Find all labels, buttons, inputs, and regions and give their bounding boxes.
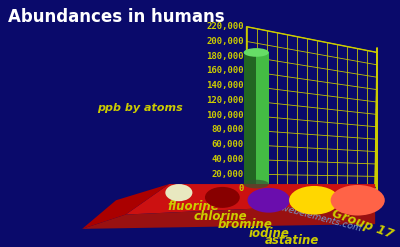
- Ellipse shape: [248, 188, 290, 213]
- Polygon shape: [82, 203, 375, 229]
- Polygon shape: [126, 184, 375, 215]
- Ellipse shape: [165, 184, 192, 201]
- Polygon shape: [82, 184, 169, 229]
- Ellipse shape: [331, 185, 385, 216]
- Polygon shape: [256, 52, 269, 184]
- Ellipse shape: [244, 48, 269, 57]
- Text: 220,000: 220,000: [206, 22, 244, 31]
- Text: 60,000: 60,000: [211, 140, 244, 149]
- Text: 160,000: 160,000: [206, 66, 244, 75]
- Text: chlorine: chlorine: [194, 210, 247, 223]
- Text: ppb by atoms: ppb by atoms: [97, 103, 183, 113]
- Text: 0: 0: [238, 184, 244, 193]
- Text: 140,000: 140,000: [206, 81, 244, 90]
- Text: Abundances in humans: Abundances in humans: [8, 8, 224, 26]
- Text: www.webelements.com: www.webelements.com: [257, 197, 362, 234]
- Text: Group 17: Group 17: [330, 207, 395, 241]
- Text: bromine: bromine: [218, 218, 273, 231]
- Ellipse shape: [244, 180, 269, 188]
- Text: fluorine: fluorine: [168, 200, 219, 213]
- Polygon shape: [244, 52, 256, 184]
- Text: 200,000: 200,000: [206, 37, 244, 46]
- Ellipse shape: [205, 187, 240, 208]
- Text: 20,000: 20,000: [211, 170, 244, 179]
- Ellipse shape: [289, 186, 339, 215]
- Text: 100,000: 100,000: [206, 111, 244, 120]
- Text: 120,000: 120,000: [206, 96, 244, 105]
- Text: iodine: iodine: [248, 227, 289, 240]
- Text: 40,000: 40,000: [211, 155, 244, 164]
- Text: 180,000: 180,000: [206, 52, 244, 61]
- Text: astatine: astatine: [265, 234, 319, 247]
- Text: 80,000: 80,000: [211, 125, 244, 134]
